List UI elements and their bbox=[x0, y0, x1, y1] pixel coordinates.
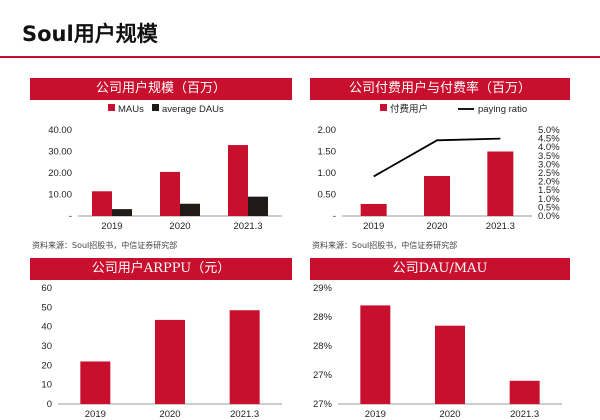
y-tick-label: 60 bbox=[41, 283, 52, 294]
y-tick-label: 50 bbox=[41, 302, 52, 313]
bar-series-0 bbox=[360, 203, 387, 216]
x-tick-label: 2020 bbox=[439, 409, 460, 420]
y2-tick-label: 5.0% bbox=[538, 125, 560, 136]
y-tick-label: 27% bbox=[313, 370, 333, 381]
y2-tick-label: 2.5% bbox=[538, 168, 560, 179]
bar-value bbox=[155, 319, 185, 404]
y-tick-label: 10.00 bbox=[48, 190, 72, 201]
y2-tick-label: 1.0% bbox=[538, 194, 560, 205]
legend-label: MAUs bbox=[118, 104, 144, 115]
x-tick-label: 2019 bbox=[363, 221, 384, 232]
bar-value bbox=[509, 380, 540, 404]
x-tick-label: 2020 bbox=[169, 221, 190, 232]
legend-label: 付费用户 bbox=[390, 103, 428, 115]
y-tick-label: 1.50 bbox=[318, 147, 337, 158]
x-tick-label: 2019 bbox=[365, 409, 386, 420]
arppu-chart: 0 10 20 30 40 50 60 2019 2020 2021.3 bbox=[41, 283, 282, 420]
y-tick-label: 20.00 bbox=[48, 168, 72, 179]
bar-series-0 bbox=[92, 191, 112, 216]
paying-users-chart: - 0.50 1.00 1.50 2.00 0.0%0.5%1.0%1.5%2.0%2.5… bbox=[318, 103, 561, 232]
bar-value bbox=[360, 305, 391, 404]
x-tick-label: 2020 bbox=[159, 409, 180, 420]
y2-tick-label: 1.5% bbox=[538, 185, 560, 196]
legend-swatch bbox=[380, 104, 387, 111]
panel-header-arppu: 公司用户ARPPU（元） bbox=[30, 258, 292, 280]
x-tick-label: 2019 bbox=[101, 221, 122, 232]
legend-swatch bbox=[152, 104, 159, 111]
bar-value bbox=[435, 325, 465, 404]
y-tick-label: 30.00 bbox=[48, 147, 72, 158]
bar-series-0 bbox=[160, 171, 180, 216]
y-tick-label: - bbox=[69, 211, 72, 222]
bar-series-1 bbox=[180, 203, 200, 216]
page-title: Soul用户规模 bbox=[22, 22, 158, 46]
bar-series-0 bbox=[487, 151, 514, 216]
y-tick-label: 28% bbox=[313, 312, 333, 323]
y2-tick-label: 4.5% bbox=[538, 134, 560, 145]
x-tick-label: 2021.3 bbox=[510, 409, 539, 420]
y-tick-label: 40 bbox=[41, 322, 52, 333]
x-tick-label: 2020 bbox=[426, 221, 447, 232]
legend-swatch bbox=[108, 104, 115, 111]
bar-series-0 bbox=[228, 145, 248, 216]
y-tick-label: 28% bbox=[313, 341, 333, 352]
x-tick-label: 2021.3 bbox=[230, 409, 259, 420]
panel-header-paying-users: 公司付费用户与付费率（百万） bbox=[310, 78, 570, 100]
x-tick-label: 2019 bbox=[85, 409, 106, 420]
dau-mau-chart: 27% 27% 28% 28% 29% 2019 2020 2021.3 bbox=[313, 283, 562, 420]
y-tick-label: 1.00 bbox=[318, 168, 337, 179]
title-divider bbox=[0, 56, 600, 58]
panel-header-user-scale: 公司用户规模（百万） bbox=[30, 78, 292, 100]
bar-series-1 bbox=[248, 196, 268, 216]
bar-series-0 bbox=[424, 176, 450, 216]
y2-tick-label: 4.0% bbox=[538, 142, 560, 153]
bar-value bbox=[80, 361, 111, 404]
source-note-paying-users: 资料来源：Soul招股书，中信证券研究部 bbox=[312, 241, 458, 250]
y-tick-label: 20 bbox=[41, 360, 52, 371]
legend-label: average DAUs bbox=[162, 104, 224, 115]
y2-tick-label: 0.0% bbox=[538, 211, 560, 222]
bar-value bbox=[229, 310, 260, 404]
paying-ratio-line bbox=[373, 137, 501, 178]
y-tick-label: 27% bbox=[313, 399, 333, 410]
y-tick-label: 29% bbox=[313, 283, 333, 294]
x-tick-label: 2021.3 bbox=[233, 221, 262, 232]
y2-tick-label: 0.5% bbox=[538, 202, 560, 213]
y-tick-label: 0 bbox=[47, 399, 52, 410]
y2-tick-label: 3.5% bbox=[538, 151, 560, 162]
y-tick-label: 40.00 bbox=[48, 125, 72, 136]
source-note-user-scale: 资料来源：Soul招股书，中信证券研究部 bbox=[32, 241, 178, 250]
legend-label: paying ratio bbox=[478, 104, 527, 115]
y-tick-label: 30 bbox=[41, 341, 52, 352]
x-tick-label: 2021.3 bbox=[486, 221, 515, 232]
y-tick-label: 2.00 bbox=[318, 125, 337, 136]
y-tick-label: 0.50 bbox=[318, 190, 337, 201]
panel-header-dau-mau: 公司DAU/MAU bbox=[310, 258, 570, 280]
user-scale-chart: - 10.00 20.00 30.00 40.00 2019 2020 2021.3 MAUs a… bbox=[48, 104, 282, 232]
bar-series-1 bbox=[112, 209, 132, 216]
y2-tick-label: 3.0% bbox=[538, 159, 560, 170]
y-tick-label: 10 bbox=[41, 380, 52, 391]
y2-tick-label: 2.0% bbox=[538, 177, 560, 188]
y-tick-label: - bbox=[333, 211, 336, 222]
